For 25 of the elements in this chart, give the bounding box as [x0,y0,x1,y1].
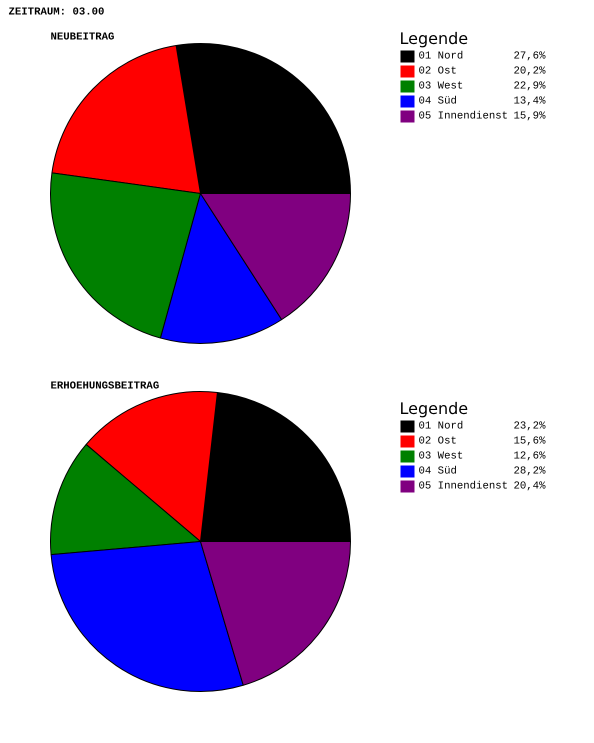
chart-title: ZEITRAUM: 03.00 [8,6,104,18]
legend-label: 01 Nord [418,420,464,432]
chart-subtitle: ERHOEHUNGSBEITRAG [50,380,160,392]
legend-label: 05 Innendienst [418,110,508,122]
data-label: 12,6% [514,450,546,462]
legend-label: 02 Ost [418,66,457,78]
legend-label: 03 West [418,80,464,92]
legend-label: 04 Süd [418,96,457,108]
chart-subtitle: NEUBEITRAG [50,32,114,44]
legend-label: 02 Ost [418,436,457,448]
data-label: 22,9% [514,80,546,92]
legend-title: Legende [400,399,468,418]
data-label: 15,9% [514,110,546,122]
data-label: 13,4% [514,96,546,108]
legend-title: Legende [400,29,468,48]
legend-label: 01 Nord [418,50,464,62]
legend-label: 03 West [418,450,464,462]
data-label: 23,2% [514,420,546,432]
data-label: 15,6% [514,436,546,448]
data-label: 20,4% [514,480,546,492]
data-label: 20,2% [514,66,546,78]
data-label: 28,2% [514,466,546,478]
legend-label: 05 Innendienst [418,480,508,492]
data-label: 27,6% [514,50,546,62]
legend-label: 04 Süd [418,466,457,478]
